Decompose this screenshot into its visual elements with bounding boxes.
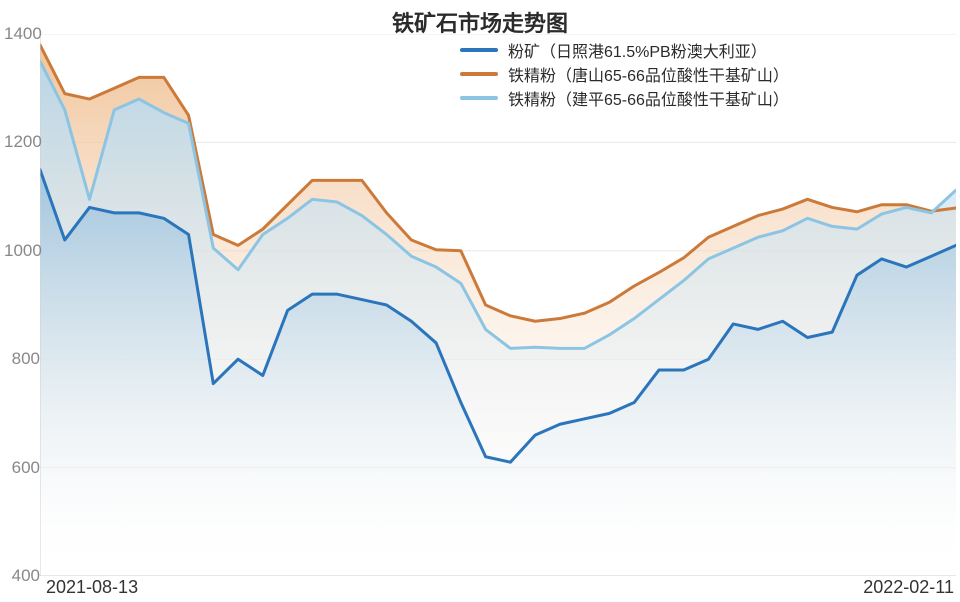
- legend: 粉矿（日照港61.5%PB粉澳大利亚）铁精粉（唐山65-66品位酸性干基矿山）铁…: [460, 38, 789, 110]
- plot-area: [40, 34, 956, 576]
- legend-swatch: [460, 72, 498, 76]
- legend-item-s3_jianping: 铁精粉（建平65-66品位酸性干基矿山）: [460, 86, 789, 110]
- y-tick-label: 400: [4, 566, 40, 586]
- x-label-start: 2021-08-13: [46, 577, 138, 598]
- legend-label: 铁精粉（建平65-66品位酸性干基矿山）: [508, 86, 789, 110]
- legend-label: 粉矿（日照港61.5%PB粉澳大利亚）: [508, 38, 767, 62]
- y-tick-label: 1200: [4, 132, 40, 152]
- y-tick-label: 1400: [4, 24, 40, 44]
- x-label-end: 2022-02-11: [863, 577, 954, 598]
- y-tick-label: 1000: [4, 241, 40, 261]
- y-tick-label: 600: [4, 458, 40, 478]
- y-tick-label: 800: [4, 349, 40, 369]
- legend-item-s1_fenkuang: 粉矿（日照港61.5%PB粉澳大利亚）: [460, 38, 789, 62]
- legend-label: 铁精粉（唐山65-66品位酸性干基矿山）: [508, 62, 789, 86]
- chart-container: { "chart": { "type": "area-line", "title…: [0, 0, 960, 602]
- legend-swatch: [460, 48, 498, 52]
- legend-swatch: [460, 96, 498, 100]
- legend-item-s2_tangshan: 铁精粉（唐山65-66品位酸性干基矿山）: [460, 62, 789, 86]
